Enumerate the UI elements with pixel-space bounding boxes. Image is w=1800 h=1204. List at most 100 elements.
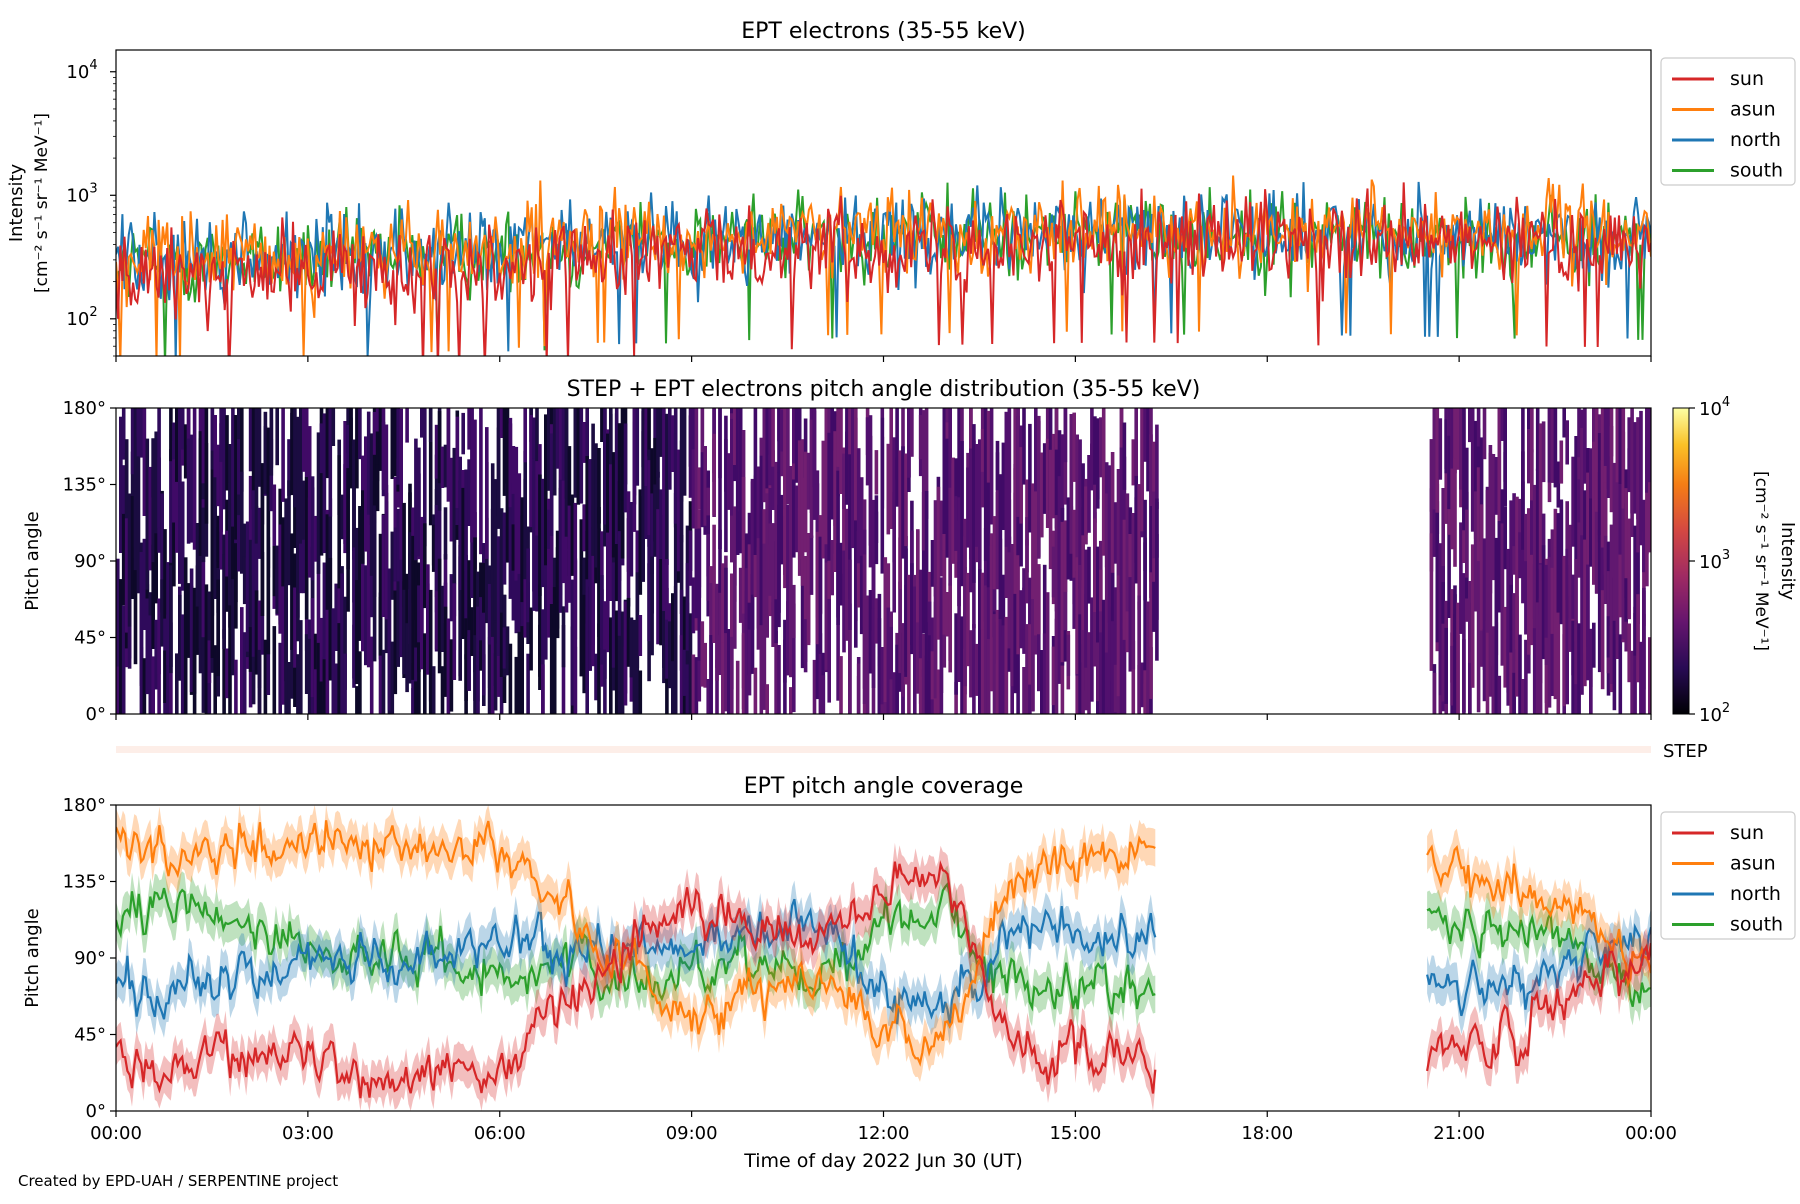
heatmap-cell xyxy=(366,449,371,609)
heatmap-cell xyxy=(1465,509,1469,578)
legend: sun asun north south xyxy=(1660,57,1796,186)
heatmap-cell xyxy=(1450,645,1454,706)
heatmap-cell xyxy=(815,531,820,645)
heatmap-cell xyxy=(600,575,604,665)
heatmap-cell xyxy=(632,408,637,532)
heatmap-cell xyxy=(995,492,1000,536)
heatmap-cell xyxy=(1627,518,1631,620)
heatmap-cell xyxy=(632,619,637,714)
heatmap-cell xyxy=(1143,537,1147,684)
heatmap-cell xyxy=(579,408,584,504)
heatmap-cell xyxy=(827,432,831,561)
heatmap-cell xyxy=(1025,479,1029,546)
heatmap-cell xyxy=(396,508,400,582)
heatmap-cell xyxy=(679,534,684,614)
heatmap-cell xyxy=(346,424,350,499)
heatmap-cell xyxy=(1019,447,1023,524)
heatmap-cell xyxy=(818,633,823,690)
heatmap-cell xyxy=(549,604,554,714)
heatmap-cell xyxy=(1571,456,1575,547)
heatmap-cell xyxy=(1530,408,1534,501)
heatmap-cell xyxy=(166,562,170,666)
heatmap-cell xyxy=(635,572,640,668)
heatmap-cell xyxy=(617,514,622,636)
heatmap-cell xyxy=(854,417,858,482)
heatmap-cell xyxy=(603,601,607,679)
heatmap-cell xyxy=(1087,632,1091,714)
heatmap-cell xyxy=(765,684,769,714)
heatmap-cell xyxy=(718,592,722,675)
heatmap-cell xyxy=(983,528,988,622)
heatmap-cell xyxy=(570,579,575,706)
legend-box xyxy=(1660,811,1796,940)
heatmap-cell xyxy=(567,549,572,603)
heatmap-cell xyxy=(393,408,398,477)
heatmap-cell xyxy=(1524,561,1528,635)
heatmap-cell xyxy=(1538,423,1543,569)
heatmap-cell xyxy=(130,451,135,528)
heatmap-cell xyxy=(768,408,772,486)
heatmap-cell xyxy=(378,408,383,471)
heatmap-cell xyxy=(1007,537,1012,649)
legend-label-south: south xyxy=(1730,160,1783,182)
heatmap-cell xyxy=(859,477,864,557)
heatmap-cell xyxy=(573,558,578,714)
heatmap-cell xyxy=(387,568,392,711)
heatmap-cell xyxy=(1600,460,1605,550)
heatmap-cell xyxy=(638,670,643,714)
heatmap-cell xyxy=(1060,434,1065,542)
heatmap-cell xyxy=(797,440,802,560)
heatmap-cell xyxy=(983,585,988,714)
heatmap-cell xyxy=(1450,408,1454,469)
heatmap-cell xyxy=(930,651,935,700)
heatmap-cell xyxy=(789,547,793,678)
heatmap-cell xyxy=(780,494,784,565)
heatmap-cell xyxy=(824,562,829,670)
heatmap-cell xyxy=(724,555,728,712)
heatmap-cell xyxy=(921,633,926,677)
heatmap-cell xyxy=(375,431,380,482)
heatmap-cell xyxy=(151,656,155,714)
legend-label-south: south xyxy=(1730,914,1783,936)
heatmap-cell xyxy=(160,493,164,646)
heatmap-cell xyxy=(319,423,324,510)
heatmap-cell xyxy=(133,408,138,548)
heatmap-cell xyxy=(169,449,173,576)
heatmap-cell xyxy=(121,512,126,606)
y-tick-label: 45° xyxy=(74,628,106,649)
heatmap-cell xyxy=(1429,439,1434,512)
heatmap-cell xyxy=(396,529,400,667)
coverage-line-sun xyxy=(1426,942,1651,1072)
heatmap-cell xyxy=(620,408,625,501)
heatmap-cell xyxy=(803,418,808,478)
heatmap-cell xyxy=(242,523,247,573)
heatmap-cell xyxy=(334,663,338,714)
heatmap-cell xyxy=(499,508,504,613)
heatmap-cell xyxy=(169,565,173,674)
heatmap-cell xyxy=(319,617,324,682)
heatmap-cell xyxy=(1636,417,1640,553)
heatmap-cell xyxy=(1618,441,1623,555)
heatmap-cell xyxy=(812,408,817,520)
heatmap-cell xyxy=(845,569,849,641)
heatmap-cell xyxy=(910,563,914,645)
heatmap-cell xyxy=(756,547,761,629)
heatmap-cell xyxy=(520,603,524,714)
heatmap-cell xyxy=(198,438,203,556)
heatmap-cell xyxy=(874,511,879,565)
heatmap-cell xyxy=(1485,490,1490,633)
heatmap-cell xyxy=(434,424,439,479)
heatmap-cell xyxy=(1119,447,1124,569)
heatmap-cell xyxy=(1603,535,1608,604)
heatmap-cell xyxy=(854,563,858,648)
heatmap-cell xyxy=(254,506,259,662)
heatmap-cell xyxy=(1621,431,1626,574)
heatmap-cell xyxy=(780,410,784,452)
heatmap-cell xyxy=(803,556,808,662)
heatmap-cell xyxy=(201,470,206,513)
heatmap-cell xyxy=(1432,408,1437,510)
heatmap-cell xyxy=(694,657,699,714)
heatmap-cell xyxy=(868,415,873,546)
heatmap-cell xyxy=(986,639,991,714)
heatmap-cell xyxy=(1639,410,1643,546)
